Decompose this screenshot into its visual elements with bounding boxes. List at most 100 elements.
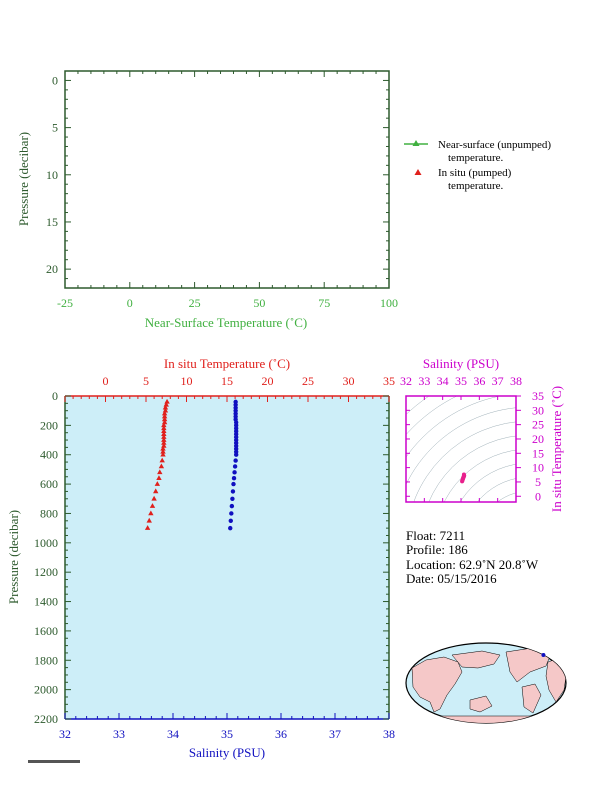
float-location-dot [541,653,546,658]
temperature-point [161,410,168,416]
legend-item-2-line2: temperature. [448,180,504,192]
temperature-point [149,503,156,508]
salinity-point [232,470,237,475]
salinity-point [228,518,233,523]
pressure-tick-label: 600 [40,477,58,491]
ts-point [461,472,466,477]
ts-plot-background [406,396,516,502]
salinity-axis-label: Salinity (PSU) [189,745,265,760]
salinity-point [228,525,233,531]
y-tick-label: 15 [46,215,58,229]
profile-number: Profile: 186 [406,542,468,557]
profile-plot-background [65,396,389,719]
ts-y-tick-label: 5 [535,475,541,489]
temperature-point [161,419,168,425]
legend: Near-surface (unpumped) temperature. In … [404,139,551,192]
legend-item-1-line1: Near-surface (unpumped) [438,139,551,151]
near-surface-ticks [64,71,390,288]
temperature-point [151,495,157,501]
temperature-tick-label: 15 [221,374,233,388]
continent-antarctica-shape [431,715,541,723]
salinity-point [231,481,236,487]
continent-oceania-shape [469,695,493,713]
salinity-point [233,458,238,463]
salinity-point [231,476,237,481]
legend-green-triangle-icon [412,140,420,146]
near-surface-x-tick-labels: -25 0 25 50 75 100 [57,296,398,310]
pressure-tick-label: 1600 [34,624,58,638]
pressure-tick-label: 2200 [34,712,58,726]
float-id: Float: 7211 [406,528,465,543]
temperature-point [156,475,162,481]
pressure-tick-label: 0 [52,389,58,403]
map-land [411,647,566,723]
continent-south-america-shape [521,683,542,714]
legend-item-2-line1: In situ (pumped) [438,167,512,179]
ts-x-tick-label: 32 [400,374,412,388]
pressure-tick-label: 200 [40,418,58,432]
temperature-point [158,463,165,469]
footer-mark [28,760,80,763]
temperature-point [161,434,167,439]
ts-x-tick-label: 34 [437,374,449,388]
x-tick-label: -25 [57,296,73,310]
temperature-point [159,457,165,463]
near-surface-y-label: Pressure (decibar) [16,132,31,226]
pressure-tick-label: 1000 [34,536,58,550]
x-tick-label: 50 [253,296,265,310]
temperature-point [164,398,170,404]
temperature-point [160,451,166,457]
profile-chart: 0200400600800100012001400160018002000220… [6,356,395,760]
ts-x-tick-label: 36 [473,374,485,388]
density-contour [490,505,570,585]
temperature-point [161,428,167,434]
ts-x-tick-label: 37 [492,374,504,388]
temperature-tick-label: 5 [143,374,149,388]
float-location-marker [541,653,546,658]
legend-item-1-line2: temperature. [448,152,504,164]
ts-marks [460,472,467,484]
ts-x-tick-label: 38 [510,374,522,388]
temperature-point [144,525,151,530]
temperature-point [161,416,168,422]
temperature-point [161,431,167,436]
ts-y-tick-label: 20 [532,432,544,446]
continent-australia-asia-shape [411,656,463,713]
ts-x-label: Salinity (PSU) [423,356,499,371]
near-surface-y-tick-labels: 0 5 10 15 20 [46,73,58,276]
temperature-point [146,517,152,523]
temperature-point [160,445,166,451]
temperature-point [153,488,159,494]
x-tick-label: 0 [127,296,133,310]
location: Location: 62.9˚N 20.8˚W [406,557,539,572]
temperature-point [160,448,166,454]
temperature-tick-labels: 0 5 10 15 20 25 30 35 [103,374,396,388]
near-surface-chart: 0 5 10 15 20 -25 0 25 50 75 100 Near-Surface Temp… [16,70,551,330]
temperature-tick-label: 0 [103,374,109,388]
legend-red-triangle-icon [414,169,422,175]
pressure-axis-label: Pressure (decibar) [6,510,21,604]
ts-ticks [405,395,521,502]
profile-ticks [64,395,390,720]
x-tick-label: 75 [318,296,330,310]
salinity-tick-label: 33 [113,727,125,741]
profile-marks [144,398,239,531]
salinity-point [233,452,239,457]
ts-y-tick-label: 10 [532,461,544,475]
temperature-point [163,401,169,407]
temperature-point [162,407,169,413]
salinity-point [230,496,235,501]
y-tick-label: 10 [46,168,58,182]
pressure-tick-label: 2000 [34,683,58,697]
salinity-tick-label: 35 [221,727,233,741]
world-map [405,642,567,724]
temperature-point [161,422,167,428]
temperature-point [161,437,167,442]
ts-y-tick-label: 30 [532,403,544,417]
date: Date: 05/15/2016 [406,571,497,586]
pressure-tick-label: 1200 [34,565,58,579]
ts-y-tick-label: 0 [535,489,541,503]
ts-x-tick-labels: 32 33 34 35 36 37 38 [400,374,522,388]
salinity-point [230,489,236,494]
